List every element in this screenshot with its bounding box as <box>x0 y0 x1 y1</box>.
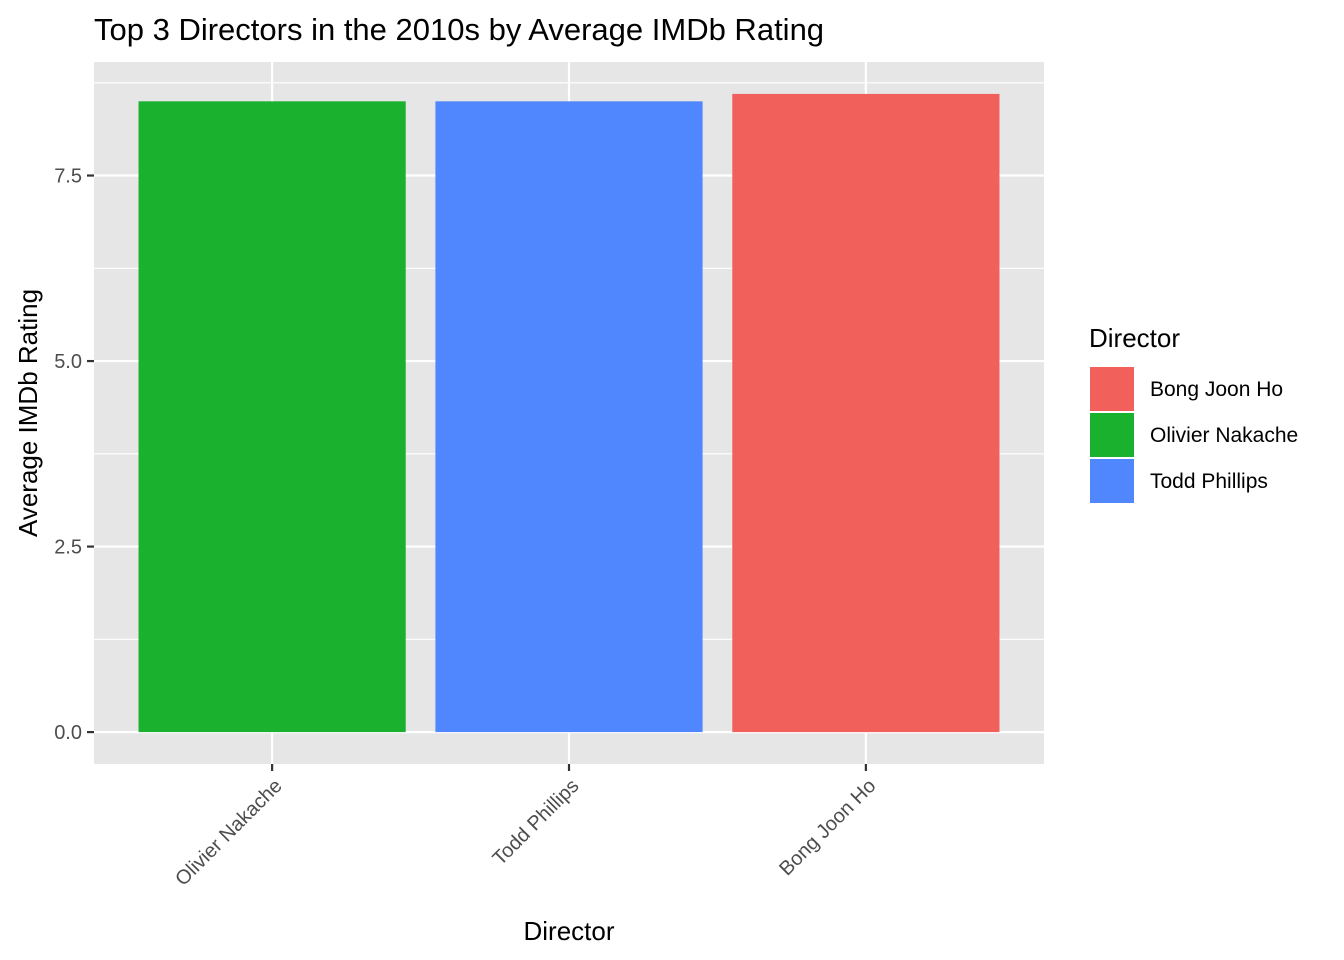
x-tick-label: Bong Joon Ho <box>775 775 880 880</box>
legend-label: Todd Phillips <box>1150 470 1268 493</box>
x-axis-title: Director <box>523 916 614 946</box>
y-tick-label: 2.5 <box>54 537 82 559</box>
bar <box>435 101 703 733</box>
chart-title: Top 3 Directors in the 2010s by Average … <box>94 12 824 47</box>
y-tick-label: 5.0 <box>54 351 82 373</box>
bar <box>732 93 1000 733</box>
y-tick-label: 7.5 <box>54 166 82 188</box>
x-tick-label: Olivier Nakache <box>171 775 286 890</box>
legend-items: Bong Joon Ho Olivier Nakache Todd Phillips <box>1088 365 1298 505</box>
legend-swatch <box>1088 457 1136 505</box>
bar <box>138 101 406 733</box>
legend-label: Olivier Nakache <box>1150 424 1298 447</box>
legend-title: Director <box>1089 323 1180 353</box>
legend-swatch <box>1088 365 1136 413</box>
y-axis: 0.0 2.5 5.0 7.5 <box>54 166 94 744</box>
y-tick-label: 0.0 <box>54 722 82 744</box>
y-axis-title: Average IMDb Rating <box>13 289 43 537</box>
legend-label: Bong Joon Ho <box>1150 378 1283 401</box>
bars <box>138 93 1000 733</box>
x-axis: Olivier Nakache Todd Phillips Bong Joon Ho <box>171 764 880 890</box>
legend: Director Bong Joon Ho Olivier Nakache Todd… <box>1088 323 1298 505</box>
legend-swatch <box>1088 411 1136 459</box>
x-tick-label: Todd Phillips <box>489 775 584 870</box>
